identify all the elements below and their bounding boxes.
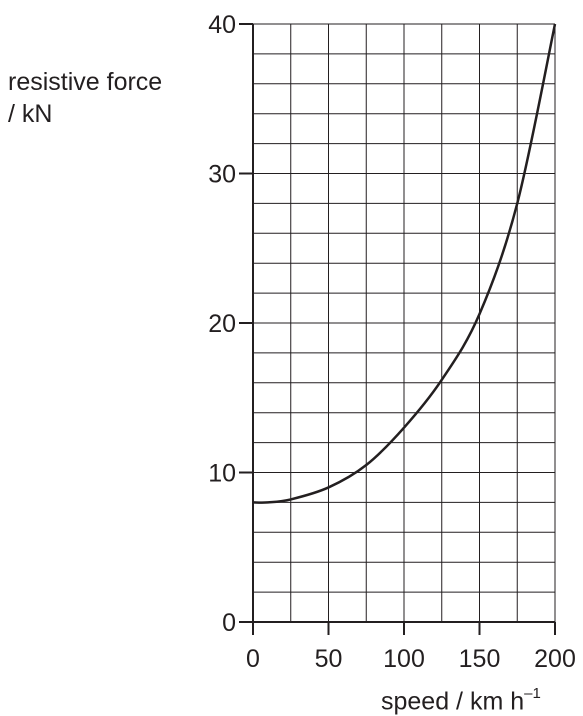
series-line — [252, 23, 557, 504]
y-tick-label: 30 — [208, 161, 236, 189]
x-axis-label-superscript: –1 — [524, 685, 541, 702]
x-tick-label: 100 — [383, 645, 425, 673]
y-tick-label: 0 — [222, 609, 236, 637]
grid — [252, 23, 556, 623]
tick-labels: 0 10 20 30 40 0 50 100 150 200 — [208, 11, 576, 673]
axes — [239, 23, 556, 635]
y-tick-label: 20 — [208, 310, 236, 338]
x-tick-label: 0 — [246, 645, 260, 673]
x-tick-label: 50 — [315, 645, 343, 673]
y-tick-label: 10 — [208, 460, 236, 488]
x-axis-label-text: speed / km h — [381, 687, 525, 716]
y-axis-label-line-1: resistive force — [8, 68, 163, 96]
series-group — [252, 23, 557, 504]
x-tick-label: 150 — [459, 645, 501, 673]
y-tick-label: 40 — [208, 11, 236, 39]
x-axis-label: speed / km h–1 — [381, 682, 541, 715]
y-axis-label: resistive force / kN — [8, 66, 162, 130]
y-axis-label-line-2: / kN — [8, 100, 53, 128]
x-tick-label: 200 — [534, 645, 576, 673]
